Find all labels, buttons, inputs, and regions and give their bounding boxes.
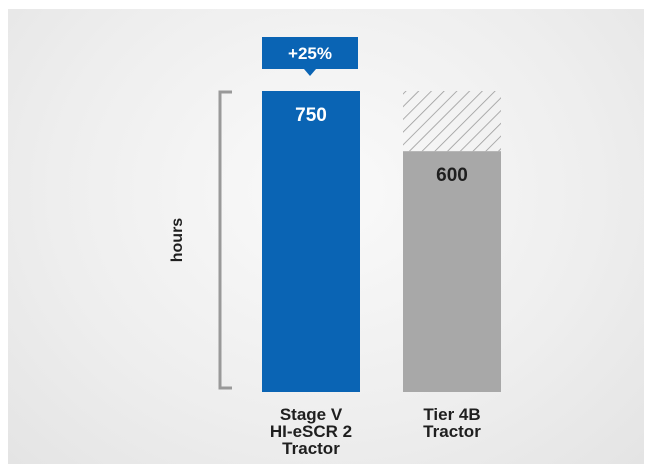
bar — [403, 151, 501, 392]
category-label-line: Tier 4B — [423, 405, 480, 424]
category-label-line: HI-eSCR 2 — [270, 422, 352, 441]
y-axis-bracket — [218, 90, 232, 390]
increase-badge: +25% — [262, 37, 358, 76]
increase-badge-text: +25% — [288, 44, 332, 63]
category-label-line: Tractor — [423, 422, 481, 441]
bar-value-label: 750 — [295, 105, 327, 126]
bar-value-label: 600 — [436, 165, 468, 186]
bar-gap-hatch — [403, 91, 501, 152]
category-label-line: Tractor — [282, 439, 340, 458]
category-label-line: Stage V — [280, 405, 343, 424]
y-axis-label: hours — [169, 218, 186, 263]
bar — [262, 91, 360, 392]
bars-layer: 750 600 — [262, 91, 501, 392]
